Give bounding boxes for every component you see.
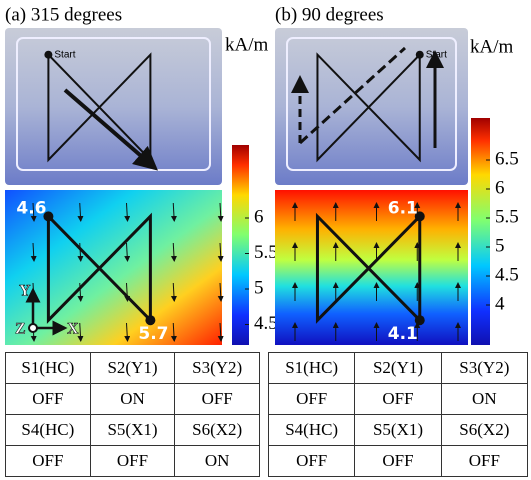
table-row: S1(HC)S2(Y1)S3(Y2) <box>269 353 528 384</box>
table-cell: S3(Y2) <box>175 353 260 384</box>
table-cell: ON <box>175 446 260 477</box>
table-cell: S1(HC) <box>269 353 355 384</box>
table-cell: S2(Y1) <box>355 353 441 384</box>
start-label: Start <box>54 49 75 60</box>
panel-title: (b) 90 degrees <box>275 4 384 25</box>
table-cell: OFF <box>441 446 527 477</box>
table-cell: OFF <box>269 446 355 477</box>
table-cell: S6(X2) <box>175 415 260 446</box>
table-cell: S3(Y2) <box>441 353 527 384</box>
table-cell: OFF <box>355 446 441 477</box>
colorbar-tick-label: 6 <box>495 177 505 198</box>
table-cell: ON <box>441 384 527 415</box>
axis-label: X <box>67 321 79 338</box>
start-value: 6.1 <box>388 198 418 218</box>
colorbar <box>232 145 249 345</box>
table-cell: OFF <box>6 446 91 477</box>
table-cell: OFF <box>355 384 441 415</box>
table-cell: OFF <box>175 384 260 415</box>
table-cell: OFF <box>6 384 91 415</box>
table-cell: OFF <box>90 446 175 477</box>
colorbar <box>471 118 490 345</box>
start-value: 4.6 <box>16 198 46 218</box>
end-value: 5.7 <box>138 324 168 344</box>
table-cell: OFF <box>269 384 355 415</box>
colorbar-tick-label: 4 <box>495 293 505 314</box>
colorbar-tick-label: 6 <box>254 206 264 227</box>
colorbar-tick-label: 5 <box>495 235 505 256</box>
colorbar-tick-label: 5.5 <box>254 242 278 263</box>
start-dot <box>44 51 52 59</box>
colorbar-tick-label: 4.5 <box>254 313 278 334</box>
photo <box>5 28 222 185</box>
table-cell: S4(HC) <box>6 415 91 446</box>
table-cell: S2(Y1) <box>90 353 175 384</box>
axis-origin <box>29 324 37 332</box>
start-dot <box>416 51 424 59</box>
unit-label: kA/m <box>470 36 514 57</box>
table-row: S1(HC)S2(Y1)S3(Y2) <box>6 353 260 384</box>
table-cell: ON <box>90 384 175 415</box>
table-row: S4(HC)S5(X1)S6(X2) <box>269 415 528 446</box>
axis-label: Z <box>15 321 26 338</box>
figure: (a) 315 degrees kA/m Start 4.6 5.7 Y Z X 6 5.5 5 4.… <box>0 0 531 350</box>
table-cell: S5(X1) <box>90 415 175 446</box>
table-cell: S1(HC) <box>6 353 91 384</box>
panel-title: (a) 315 degrees <box>5 4 122 25</box>
table-cell: S4(HC) <box>269 415 355 446</box>
heatmap <box>275 190 468 345</box>
colorbar-tick-label: 5.5 <box>495 206 519 227</box>
unit-label: kA/m <box>225 34 269 55</box>
table-cell: S6(X2) <box>441 415 527 446</box>
page: (a) 315 degrees kA/m Start 4.6 5.7 Y Z X 6 5.5 5 4.… <box>0 0 531 480</box>
table-row: S4(HC)S5(X1)S6(X2) <box>6 415 260 446</box>
end-value: 4.1 <box>388 324 418 344</box>
axis-label: Y <box>19 283 31 300</box>
colorbar-tick-label: 4.5 <box>495 264 519 285</box>
table-cell: S5(X1) <box>355 415 441 446</box>
colorbar-tick-label: 6.5 <box>495 148 519 169</box>
colorbar-tick-label: 5 <box>254 277 264 298</box>
